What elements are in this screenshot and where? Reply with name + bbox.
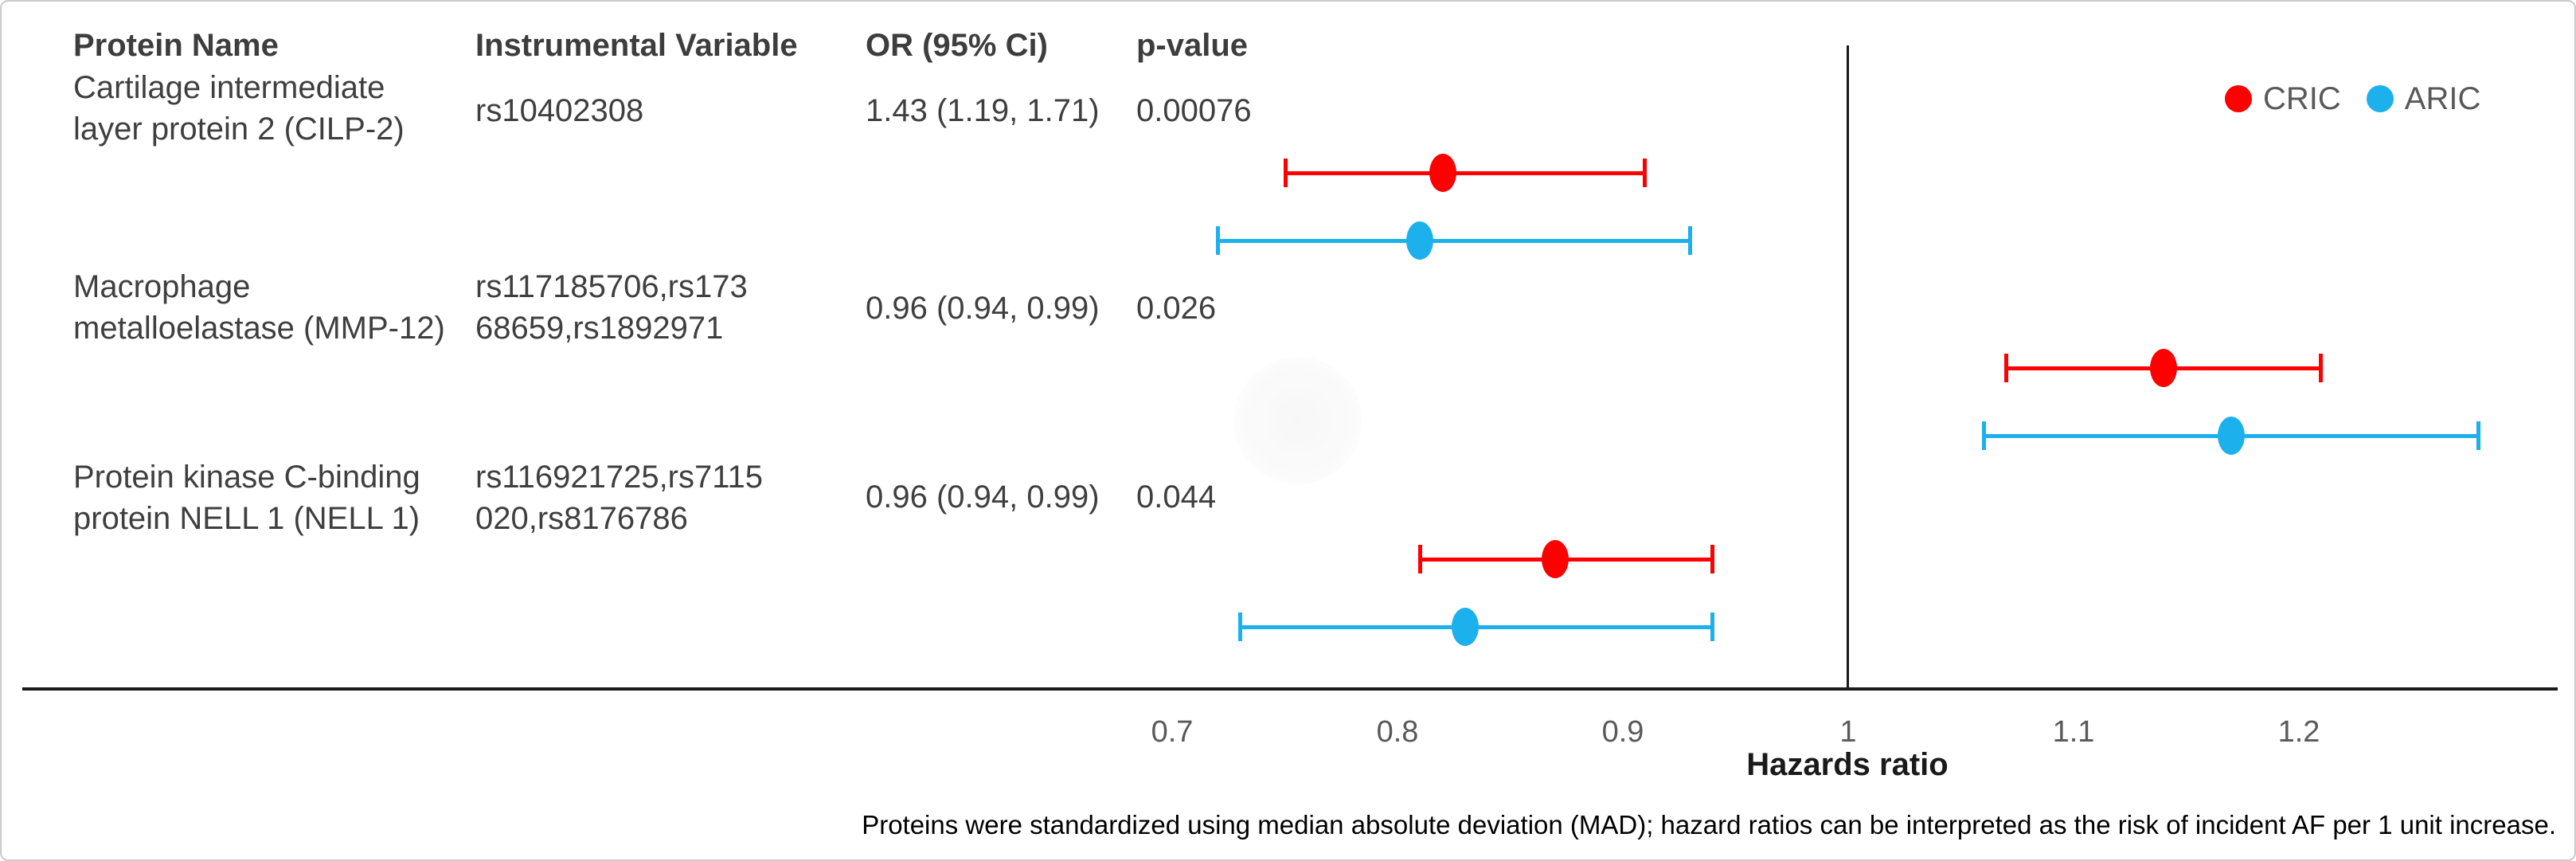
cric-cilp-2-ci-cap-low (1283, 159, 1288, 187)
aric-mmp-12-point-marker (2218, 417, 2246, 455)
header-protein-name: Protein Name (73, 28, 279, 63)
row2-instrumental-variable: rs117185706,rs173 68659,rs1892971 (475, 266, 748, 349)
header-instrumental-variable: Instrumental Variable (475, 28, 798, 63)
aric-legend-label: ARIC (2404, 80, 2481, 116)
cric-nell-1-ci-cap-high (1710, 545, 1715, 573)
row3-protein-name: Protein kinase C-binding protein NELL 1 … (73, 456, 420, 539)
aric-mmp-12-ci-cap-high (2476, 421, 2481, 450)
row1-p-value: 0.00076 (1136, 93, 1252, 128)
aric-cilp-2-ci-line (1217, 239, 1691, 243)
cric-mmp-12-ci-cap-low (2004, 354, 2009, 382)
x-axis-line (22, 687, 2558, 691)
x-tick-label-0.7: 0.7 (1151, 715, 1194, 749)
row1-protein-line2: layer protein 2 (CILP-2) (73, 112, 405, 147)
row2-or-ci: 0.96 (0.94, 0.99) (866, 291, 1100, 326)
aric-cilp-2-point-marker (1406, 221, 1434, 260)
x-axis-title: Hazards ratio (1746, 747, 1949, 782)
cric-nell-1-point-marker (1542, 540, 1569, 578)
row1-or-ci: 1.43 (1.19, 1.71) (866, 93, 1100, 128)
aric-nell-1-point-marker (1451, 608, 1479, 646)
cric-cilp-2-ci-line (1284, 171, 1646, 175)
row1-protein-line1: Cartilage intermediate (73, 70, 385, 105)
row2-iv-line1: rs117185706,rs173 (475, 269, 748, 304)
x-tick-label-1: 1 (1839, 715, 1857, 749)
row2-protein-line2: metalloelastase (MMP-12) (73, 311, 445, 346)
row2-protein-name: Macrophage metalloelastase (MMP-12) (73, 266, 445, 349)
x-tick-label-1.2: 1.2 (2277, 715, 2320, 749)
aric-nell-1-ci-cap-low (1237, 612, 1242, 641)
header-p-value: p-value (1136, 28, 1249, 63)
x-tick-label-1.1: 1.1 (2052, 715, 2095, 749)
row2-iv-line2: 68659,rs1892971 (475, 311, 724, 346)
cric-nell-1-ci-cap-low (1418, 545, 1423, 573)
row3-protein-line1: Protein kinase C-binding (73, 460, 420, 495)
row3-protein-line2: protein NELL 1 (NELL 1) (73, 501, 420, 536)
header-or-ci: OR (95% Ci) (866, 28, 1048, 63)
row3-iv-line1: rs116921725,rs7115 (475, 460, 764, 495)
cric-cilp-2-point-marker (1429, 154, 1456, 192)
reference-line-hr-1 (1847, 45, 1849, 689)
row3-iv-line2: 020,rs8176786 (475, 501, 688, 536)
cric-mmp-12-point-marker (2150, 349, 2178, 387)
aric-legend-dot-icon (2366, 85, 2394, 112)
cric-legend-dot-icon (2225, 85, 2252, 112)
x-tick-label-0.9: 0.9 (1601, 715, 1644, 749)
aric-cilp-2-ci-cap-high (1687, 226, 1692, 255)
faint-smudge-artifact (1234, 357, 1362, 484)
row1-iv-line1: rs10402308 (475, 93, 644, 128)
row2-p-value: 0.026 (1136, 291, 1217, 326)
row1-instrumental-variable: rs10402308 (475, 90, 643, 131)
row2-protein-line1: Macrophage (73, 269, 251, 304)
row3-p-value: 0.044 (1136, 479, 1217, 515)
cric-mmp-12-ci-cap-high (2319, 354, 2324, 382)
row3-instrumental-variable: rs116921725,rs7115 020,rs8176786 (475, 456, 763, 539)
row3-or-ci: 0.96 (0.94, 0.99) (866, 479, 1100, 515)
cric-legend-label: CRIC (2263, 80, 2341, 116)
aric-cilp-2-ci-cap-low (1215, 226, 1220, 255)
cric-cilp-2-ci-cap-high (1643, 159, 1648, 187)
footnote-text: Proteins were standardized using median … (862, 810, 2556, 839)
legend: CRIC ARIC (2225, 78, 2495, 119)
aric-nell-1-ci-cap-high (1710, 612, 1715, 641)
aric-mmp-12-ci-cap-low (1981, 421, 1986, 450)
x-tick-label-0.8: 0.8 (1376, 715, 1419, 749)
row1-protein-name: Cartilage intermediate layer protein 2 (… (73, 67, 405, 150)
